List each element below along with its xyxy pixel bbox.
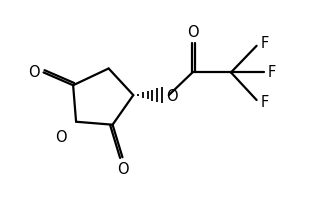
Text: O: O [28, 65, 39, 80]
Text: O: O [166, 89, 178, 104]
Text: O: O [117, 162, 128, 177]
Text: O: O [187, 26, 198, 40]
Text: F: F [260, 36, 269, 51]
Text: F: F [260, 95, 269, 110]
Text: O: O [55, 130, 67, 145]
Text: F: F [267, 65, 276, 80]
